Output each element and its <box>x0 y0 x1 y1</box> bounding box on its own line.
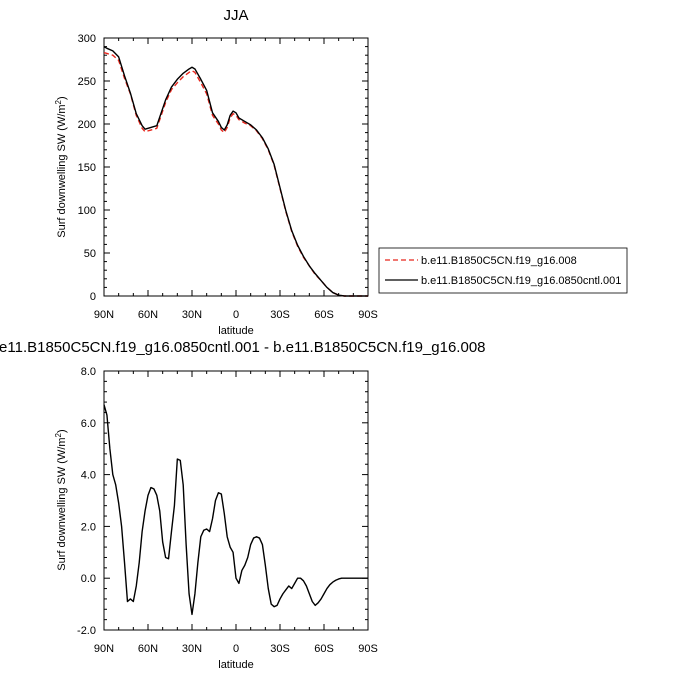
top-y-tick-label: 100 <box>78 205 96 217</box>
legend: b.e11.B1850C5CN.f19_g16.008 b.e11.B1850C… <box>378 247 628 294</box>
bottom-y-axis-label-sup: 2 <box>54 432 63 437</box>
bottom-x-tick-label: 60S <box>314 643 334 655</box>
top-y-axis-label-end: ) <box>56 96 68 100</box>
top-y-tick-label: 0 <box>90 291 96 303</box>
top-y-axis-label-sup: 2 <box>54 99 63 104</box>
bottom-y-ticks: -2.0 0.0 2.0 4.0 6.0 8.0 <box>77 366 368 637</box>
bottom-x-tick-label: 60N <box>138 643 158 655</box>
bottom-x-tick-label: 90S <box>358 643 378 655</box>
top-x-tick-label: 0 <box>233 309 239 321</box>
bottom-y-tick-label: 0.0 <box>81 573 96 585</box>
top-x-tick-label: 90N <box>94 309 114 321</box>
bottom-x-tick-label: 0 <box>233 643 239 655</box>
top-y-tick-label: 200 <box>78 119 96 131</box>
top-x-tick-label: 30N <box>182 309 202 321</box>
top-x-tick-label: 60N <box>138 309 158 321</box>
bottom-x-ticks: 90N 60N 30N 0 30S 60S 90S <box>94 371 378 655</box>
top-y-axis-label: Surf downwelling SW (W/m2) <box>54 96 68 237</box>
bottom-x-tick-label: 30N <box>182 643 202 655</box>
bottom-x-tick-label: 90N <box>94 643 114 655</box>
bottom-x-tick-label: 30S <box>270 643 290 655</box>
bottom-y-tick-label: 2.0 <box>81 521 96 533</box>
top-y-ticks: 0 50 100 150 200 250 300 <box>78 33 368 303</box>
bottom-series-line-1 <box>103 404 368 616</box>
bottom-y-tick-label: 4.0 <box>81 470 96 482</box>
top-series-line-2 <box>103 45 368 297</box>
bottom-chart-title: b.e11.B1850C5CN.f19_g16.0850cntl.001 - b… <box>0 339 485 356</box>
legend-box <box>378 247 628 294</box>
bottom-series-lines <box>103 404 368 616</box>
top-chart-title: JJA <box>223 7 248 24</box>
bottom-y-axis-label-end: ) <box>56 429 68 433</box>
top-y-tick-label: 150 <box>78 162 96 174</box>
top-x-ticks: 90N 60N 30N 0 30S 60S 90S <box>94 38 378 321</box>
legend-label-series-2: b.e11.B1850C5CN.f19_g16.0850cntl.001 <box>421 275 621 287</box>
bottom-y-tick-label: 6.0 <box>81 418 96 430</box>
top-series-lines <box>103 45 368 297</box>
bottom-y-tick-label: 8.0 <box>81 366 96 378</box>
legend-label-series-1: b.e11.B1850C5CN.f19_g16.008 <box>421 255 577 267</box>
bottom-chart: b.e11.B1850C5CN.f19_g16.0850cntl.001 - b… <box>0 339 485 671</box>
top-chart-plot-frame <box>103 37 369 297</box>
top-x-tick-label: 90S <box>358 309 378 321</box>
bottom-y-axis-label: Surf downwelling SW (W/m2) <box>54 429 68 570</box>
top-chart: JJA 90N 60N 30N 0 30S 60S 90S 0 50 100 150 200 250 3… <box>54 7 378 337</box>
bottom-y-tick-label: -2.0 <box>77 625 96 637</box>
top-x-axis-label: latitude <box>218 325 253 337</box>
top-x-tick-label: 30S <box>270 309 290 321</box>
bottom-chart-plot-frame <box>103 370 369 631</box>
top-y-axis-label-main: Surf downwelling SW (W/m <box>56 104 68 237</box>
bottom-y-axis-label-main: Surf downwelling SW (W/m <box>56 437 68 570</box>
top-y-tick-label: 250 <box>78 76 96 88</box>
top-y-tick-label: 300 <box>78 33 96 45</box>
top-x-tick-label: 60S <box>314 309 334 321</box>
bottom-x-axis-label: latitude <box>218 659 253 671</box>
top-y-tick-label: 50 <box>84 248 96 260</box>
top-series-line-1 <box>103 51 368 297</box>
